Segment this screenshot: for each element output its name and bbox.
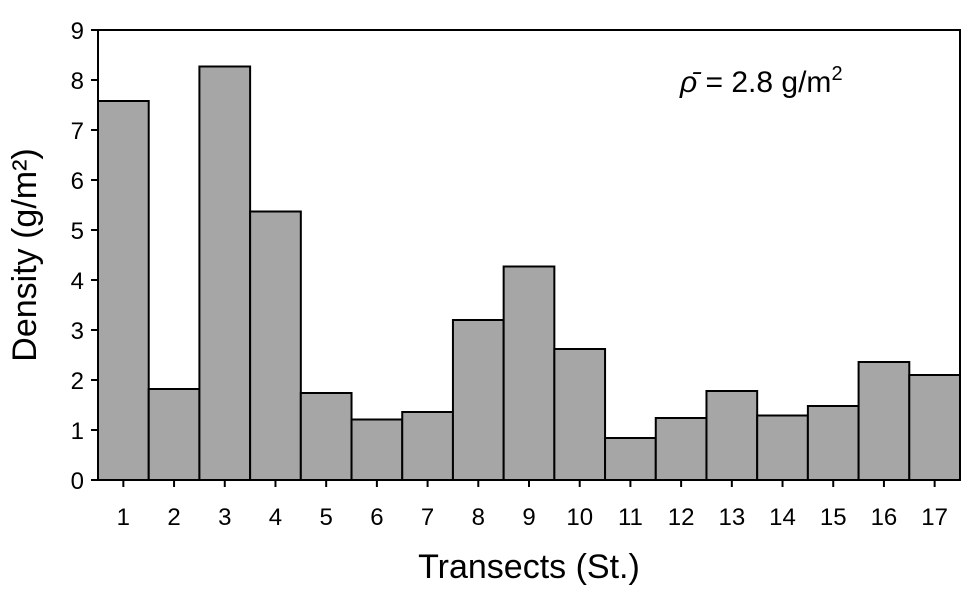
bar-14 [756, 414, 809, 481]
bar-7 [401, 411, 454, 481]
bar-16 [857, 361, 911, 481]
bar-17 [908, 374, 962, 481]
x-tick-label: 10 [566, 504, 593, 531]
x-tick-label: 5 [319, 504, 332, 531]
mean-density-superscript: 2 [831, 63, 842, 85]
y-tick-label: 2 [71, 368, 84, 395]
x-tick-label: 3 [218, 504, 231, 531]
x-axis-title: Transects (St.) [418, 548, 640, 586]
x-axis-ticks: 1 2 3 4 5 6 7 8 9 10 11 12 13 14 15 16 17 [117, 480, 948, 531]
x-tick-label: 13 [718, 504, 745, 531]
bar-9 [502, 265, 556, 481]
bars-group [97, 65, 962, 481]
mean-density-annotation: ρ̄ = 2.8 g/m2 [679, 63, 843, 99]
bar-15 [806, 405, 860, 481]
bar-12 [654, 417, 708, 481]
y-tick-label: 0 [71, 468, 84, 495]
y-tick-label: 4 [71, 268, 84, 295]
bar-10 [553, 348, 607, 481]
bar-8 [451, 319, 505, 481]
y-tick-label: 9 [71, 18, 84, 45]
x-tick-label: 6 [370, 504, 383, 531]
x-tick-label: 2 [167, 504, 180, 531]
y-tick-label: 6 [71, 168, 84, 195]
y-axis-ticks: 0 1 2 3 4 5 6 7 8 9 [71, 18, 98, 495]
x-tick-label: 12 [668, 504, 695, 531]
bar-11 [604, 437, 657, 481]
mean-density-text: = 2.8 g/m [697, 66, 831, 99]
bar-2 [147, 388, 201, 481]
y-tick-label: 1 [71, 418, 84, 445]
bar-3 [198, 65, 252, 481]
bar-5 [299, 392, 353, 481]
x-tick-label: 16 [871, 504, 898, 531]
bar-4 [249, 210, 302, 481]
y-tick-label: 5 [71, 218, 84, 245]
x-tick-label: 8 [472, 504, 485, 531]
x-tick-label: 9 [522, 504, 535, 531]
bar-6 [350, 418, 404, 481]
bar-1 [97, 100, 150, 481]
x-tick-label: 15 [820, 504, 847, 531]
y-axis-title: Density (g/m²) [6, 148, 44, 361]
x-tick-label: 14 [769, 504, 796, 531]
bar-13 [705, 390, 759, 481]
x-tick-label: 4 [269, 504, 282, 531]
y-tick-label: 8 [71, 68, 84, 95]
mean-density-symbol: ρ̄ [679, 66, 702, 99]
y-tick-label: 3 [71, 318, 84, 345]
x-tick-label: 7 [421, 504, 434, 531]
y-tick-label: 7 [71, 118, 84, 145]
x-tick-label: 11 [618, 504, 643, 531]
x-tick-label: 17 [921, 504, 948, 531]
x-tick-label: 1 [117, 504, 130, 531]
